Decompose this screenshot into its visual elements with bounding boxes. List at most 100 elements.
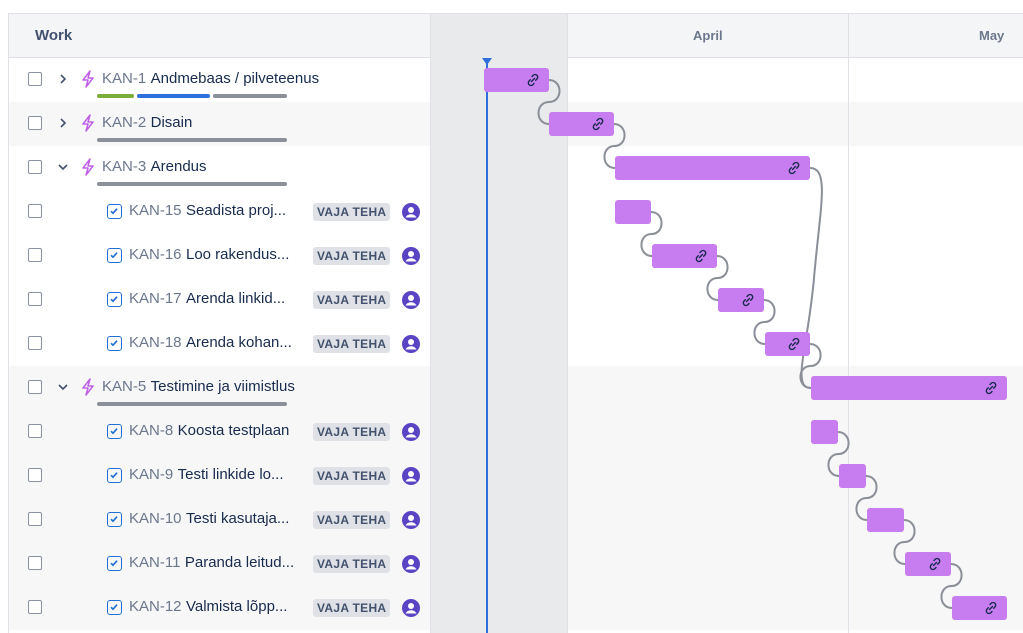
issue-key[interactable]: KAN-16	[129, 246, 182, 263]
task-row[interactable]: KAN-9 Testi linkide lo... VAJA TEHA	[9, 454, 430, 498]
issue-key[interactable]: KAN-2	[102, 114, 147, 131]
assignee-avatar-icon[interactable]	[402, 599, 420, 617]
task-row[interactable]: KAN-12 Valmista lõpp... VAJA TEHA	[9, 586, 430, 630]
dependency-link[interactable]	[640, 211, 663, 257]
issue-title[interactable]: Andmebaas / pilveteenus	[150, 70, 320, 87]
task-label[interactable]: KAN-8 Koosta testplaan	[129, 422, 309, 440]
gantt-bar[interactable]	[615, 200, 651, 224]
dependency-link[interactable]	[537, 79, 561, 125]
gantt-bar[interactable]	[867, 508, 904, 532]
link-icon[interactable]	[740, 292, 756, 308]
epic-label[interactable]: KAN-3 Arendus	[102, 158, 207, 176]
issue-key[interactable]: KAN-1	[102, 70, 147, 87]
status-badge[interactable]: VAJA TEHA	[313, 511, 391, 529]
status-badge[interactable]: VAJA TEHA	[313, 335, 391, 353]
issue-title[interactable]: Valmista lõpp...	[185, 598, 288, 615]
gantt-bar[interactable]	[839, 464, 866, 488]
row-checkbox[interactable]	[28, 336, 42, 350]
row-checkbox[interactable]	[28, 116, 42, 130]
task-label[interactable]: KAN-18 Arenda kohan...	[129, 334, 309, 352]
task-row[interactable]: KAN-10 Testi kasutaja... VAJA TEHA	[9, 498, 430, 542]
dependency-link[interactable]	[603, 123, 626, 169]
status-badge[interactable]: VAJA TEHA	[313, 467, 391, 485]
task-label[interactable]: KAN-17 Arenda linkid...	[129, 290, 309, 308]
status-badge[interactable]: VAJA TEHA	[313, 599, 391, 617]
row-checkbox[interactable]	[28, 424, 42, 438]
issue-key[interactable]: KAN-15	[129, 202, 182, 219]
gantt-bar[interactable]	[549, 112, 614, 136]
task-label[interactable]: KAN-16 Loo rakendus...	[129, 246, 309, 264]
assignee-avatar-icon[interactable]	[402, 555, 420, 573]
status-badge[interactable]: VAJA TEHA	[313, 423, 391, 441]
epic-label[interactable]: KAN-2 Disain	[102, 114, 192, 132]
task-row[interactable]: KAN-11 Paranda leitud... VAJA TEHA	[9, 542, 430, 586]
task-row[interactable]: KAN-8 Koosta testplaan VAJA TEHA	[9, 410, 430, 454]
task-row[interactable]: KAN-15 Seadista proj... VAJA TEHA	[9, 190, 430, 234]
link-icon[interactable]	[983, 600, 999, 616]
gantt-bar[interactable]	[615, 156, 810, 180]
epic-row[interactable]: KAN-5 Testimine ja viimistlus	[9, 366, 430, 410]
link-icon[interactable]	[590, 116, 606, 132]
row-checkbox[interactable]	[28, 72, 42, 86]
dependency-link[interactable]	[893, 519, 916, 565]
status-badge[interactable]: VAJA TEHA	[313, 247, 391, 265]
link-icon[interactable]	[693, 248, 709, 264]
assignee-avatar-icon[interactable]	[402, 291, 420, 309]
task-label[interactable]: KAN-11 Paranda leitud...	[129, 554, 309, 572]
issue-title[interactable]: Testi linkide lo...	[177, 466, 284, 483]
issue-title[interactable]: Loo rakendus...	[185, 246, 290, 263]
gantt-bar[interactable]	[652, 244, 717, 268]
issue-title[interactable]: Testimine ja viimistlus	[150, 378, 295, 395]
task-label[interactable]: KAN-12 Valmista lõpp...	[129, 598, 309, 616]
issue-title[interactable]: Arendus	[150, 158, 207, 175]
dependency-link[interactable]	[827, 431, 850, 477]
issue-key[interactable]: KAN-12	[129, 598, 182, 615]
dependency-link[interactable]	[706, 255, 729, 301]
row-checkbox[interactable]	[28, 512, 42, 526]
row-checkbox[interactable]	[28, 160, 42, 174]
issue-title[interactable]: Koosta testplaan	[177, 422, 290, 439]
issue-title[interactable]: Disain	[150, 114, 193, 131]
issue-key[interactable]: KAN-9	[129, 466, 174, 483]
gantt-bar[interactable]	[905, 552, 951, 576]
task-label[interactable]: KAN-10 Testi kasutaja...	[129, 510, 309, 528]
row-checkbox[interactable]	[28, 248, 42, 262]
row-checkbox[interactable]	[28, 556, 42, 570]
epic-row[interactable]: KAN-1 Andmebaas / pilveteenus	[9, 58, 430, 102]
task-row[interactable]: KAN-18 Arenda kohan... VAJA TEHA	[9, 322, 430, 366]
status-badge[interactable]: VAJA TEHA	[313, 291, 391, 309]
chevron-down-icon[interactable]	[56, 377, 70, 397]
chevron-down-icon[interactable]	[56, 157, 70, 177]
issue-key[interactable]: KAN-10	[129, 510, 182, 527]
assignee-avatar-icon[interactable]	[402, 335, 420, 353]
gantt-bar[interactable]	[811, 376, 1007, 400]
assignee-avatar-icon[interactable]	[402, 247, 420, 265]
dependency-link[interactable]	[940, 563, 963, 609]
status-badge[interactable]: VAJA TEHA	[313, 555, 391, 573]
issue-key[interactable]: KAN-3	[102, 158, 147, 175]
issue-key[interactable]: KAN-11	[129, 554, 181, 571]
link-icon[interactable]	[525, 72, 541, 88]
link-icon[interactable]	[927, 556, 943, 572]
epic-row[interactable]: KAN-3 Arendus	[9, 146, 430, 190]
assignee-avatar-icon[interactable]	[402, 467, 420, 485]
chevron-right-icon[interactable]	[56, 69, 70, 89]
epic-label[interactable]: KAN-5 Testimine ja viimistlus	[102, 378, 295, 396]
row-checkbox[interactable]	[28, 380, 42, 394]
task-row[interactable]: KAN-17 Arenda linkid... VAJA TEHA	[9, 278, 430, 322]
chevron-right-icon[interactable]	[56, 113, 70, 133]
task-label[interactable]: KAN-15 Seadista proj...	[129, 202, 309, 220]
row-checkbox[interactable]	[28, 600, 42, 614]
issue-title[interactable]: Seadista proj...	[185, 202, 287, 219]
issue-title[interactable]: Paranda leitud...	[184, 554, 295, 571]
gantt-bar[interactable]	[484, 68, 549, 92]
task-label[interactable]: KAN-9 Testi linkide lo...	[129, 466, 309, 484]
gantt-bar[interactable]	[811, 420, 838, 444]
row-checkbox[interactable]	[28, 468, 42, 482]
dependency-link[interactable]	[800, 167, 823, 389]
link-icon[interactable]	[983, 380, 999, 396]
row-checkbox[interactable]	[28, 292, 42, 306]
gantt-bar[interactable]	[952, 596, 1007, 620]
dependency-link[interactable]	[753, 299, 776, 345]
status-badge[interactable]: VAJA TEHA	[313, 203, 391, 221]
